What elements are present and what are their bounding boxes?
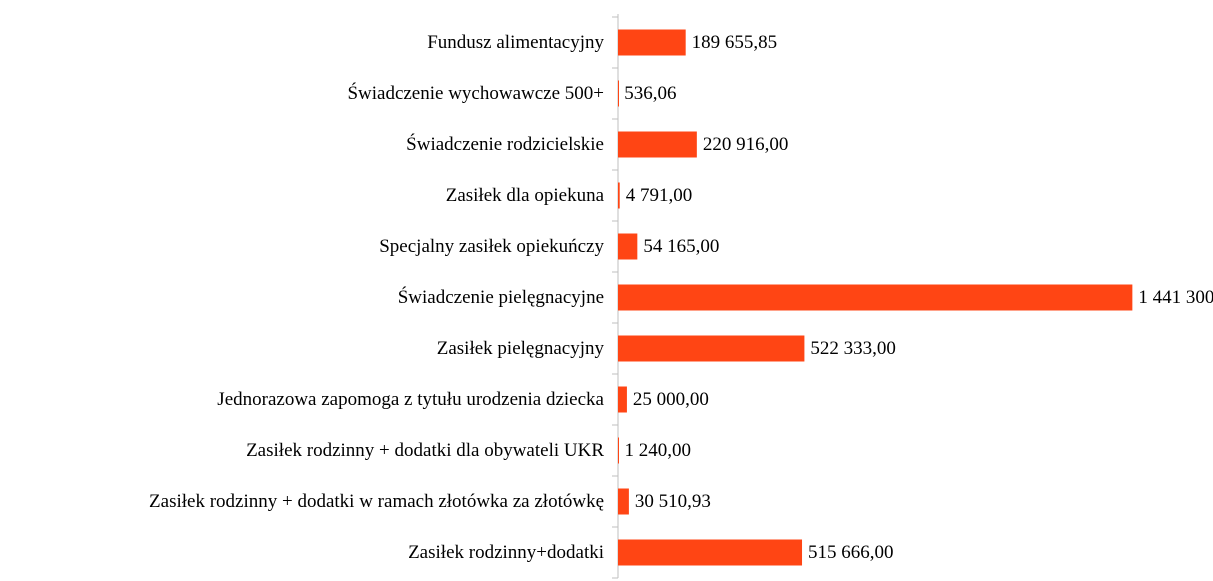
bar [618,131,697,158]
data-label: 1 441 300,00 [1138,287,1213,308]
y-tick-label: Świadczenie rodzicielskie [406,133,604,155]
bar [618,233,638,260]
y-tick-label: Świadczenie pielęgnacyjne [398,286,604,308]
y-tick-label: Zasiłek rodzinny + dodatki w ramach złot… [149,491,604,512]
data-label: 536,06 [624,83,676,104]
bar [618,80,619,107]
bar [618,29,686,56]
y-tick-label: Zasiłek pielęgnacyjny [437,338,605,359]
data-label: 522 333,00 [810,338,896,359]
y-tick-label: Fundusz alimentacyjny [427,32,604,53]
data-label: 30 510,93 [635,491,711,512]
bar [618,488,629,515]
bar [618,386,627,413]
data-label: 1 240,00 [624,440,691,461]
bar [618,437,619,464]
y-tick-label: Zasiłek rodzinny+dodatki [408,542,604,563]
bar [618,335,805,362]
data-label: 515 666,00 [808,542,894,563]
bar [618,284,1133,311]
y-tick-label: Zasiłek dla opiekuna [446,185,605,206]
data-label: 4 791,00 [626,185,693,206]
y-tick-label: Jednorazowa zapomoga z tytułu urodzenia … [217,389,604,410]
data-label: 25 000,00 [633,389,709,410]
data-label: 220 916,00 [703,134,789,155]
bar [618,182,620,209]
data-label: 189 655,85 [692,32,778,53]
data-label: 54 165,00 [643,236,719,257]
y-tick-label: Świadczenie wychowawcze 500+ [347,82,604,104]
bar [618,539,803,566]
y-tick-label: Specjalny zasiłek opiekuńczy [379,236,604,257]
y-tick-label: Zasiłek rodzinny + dodatki dla obywateli… [246,440,604,461]
